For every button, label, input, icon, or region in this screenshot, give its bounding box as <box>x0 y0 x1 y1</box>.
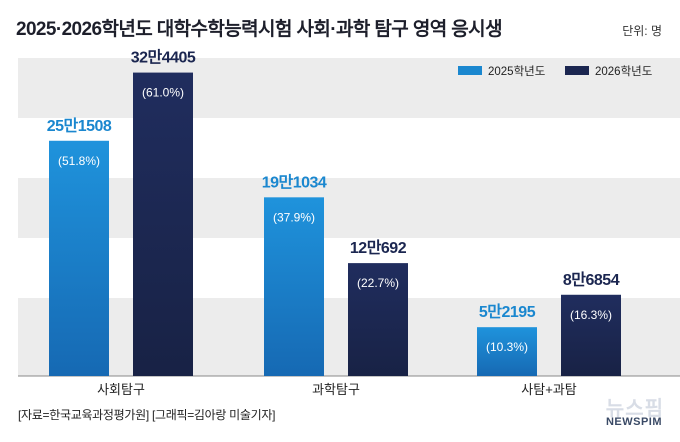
percent-label: (22.7%) <box>357 276 399 290</box>
percent-label: (61.0%) <box>142 86 184 100</box>
value-label: 12만692 <box>350 239 407 257</box>
logo-wordmark: 뉴스핌 <box>605 398 664 420</box>
value-label: 32만4405 <box>131 49 196 67</box>
unit-label: 단위: 명 <box>622 24 662 38</box>
category-label: 사회탐구 <box>97 382 145 397</box>
legend-swatch <box>458 66 482 75</box>
bar <box>561 294 621 376</box>
value-label: 25만1508 <box>47 117 112 135</box>
percent-label: (16.3%) <box>570 308 612 322</box>
value-label: 8만6854 <box>563 271 620 289</box>
bar <box>133 72 193 377</box>
bar <box>477 327 537 376</box>
category-label: 사탐+과탐 <box>521 382 576 397</box>
background-band <box>18 178 680 238</box>
percent-label: (37.9%) <box>273 210 315 224</box>
legend-label: 2025학년도 <box>488 65 545 78</box>
value-label: 19만1034 <box>262 173 327 191</box>
logo-subtext: NEWSPIM <box>605 416 662 428</box>
source-credit: [자료=한국교육과정평가원] [그래픽=김아랑 미술기자] <box>18 408 276 422</box>
bar <box>264 197 324 376</box>
bar <box>348 263 408 376</box>
value-label: 5만2195 <box>479 303 536 321</box>
legend-swatch <box>565 66 589 75</box>
percent-label: (51.8%) <box>58 154 100 168</box>
category-label: 과학탐구 <box>312 382 360 397</box>
legend-label: 2026학년도 <box>595 65 652 78</box>
chart-title: 2025·2026학년도 대학수학능력시험 사회·과학 탐구 영역 응시생 <box>16 19 503 40</box>
percent-label: (10.3%) <box>486 340 528 354</box>
bar <box>49 140 109 376</box>
newspim-logo: 뉴스핌 NEWSPIM <box>548 392 666 436</box>
